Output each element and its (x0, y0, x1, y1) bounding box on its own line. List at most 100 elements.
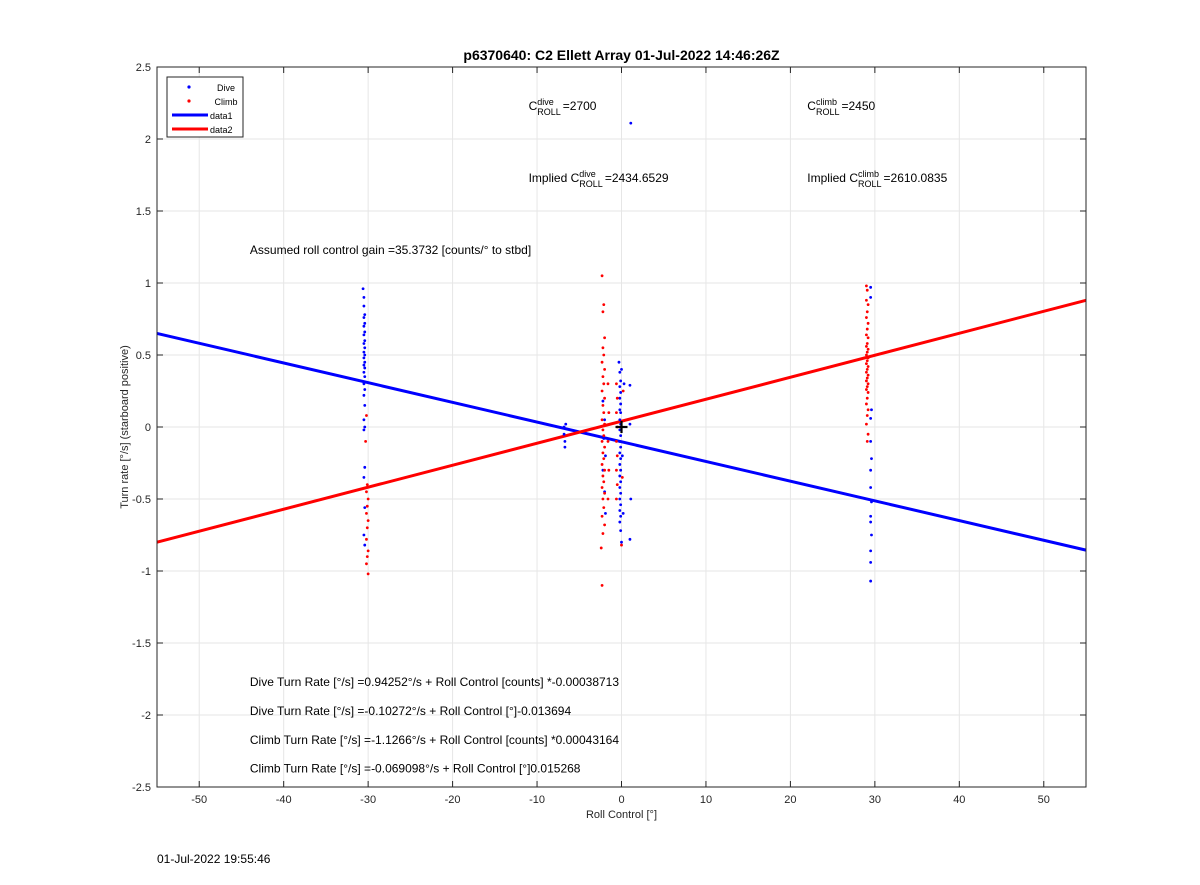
point-dive (363, 339, 367, 342)
y-tick-label: -2 (141, 710, 151, 722)
point-climb (615, 382, 618, 386)
point-dive (619, 514, 623, 518)
point-dive (869, 440, 873, 443)
point-climb (607, 468, 611, 472)
point-climb (365, 526, 369, 530)
point-dive (869, 549, 873, 553)
point-climb (603, 396, 607, 400)
point-climb (601, 451, 605, 455)
point-dive (362, 476, 366, 479)
point-dive (619, 468, 623, 472)
point-climb (600, 514, 604, 518)
point-climb (866, 336, 870, 340)
point-dive (563, 445, 567, 449)
point-climb (865, 359, 869, 363)
point-climb (601, 532, 605, 535)
point-dive (628, 422, 632, 426)
point-dive (619, 379, 623, 383)
point-dive (618, 463, 622, 466)
point-dive (362, 316, 366, 319)
annotation-text: Cdive ROLL =2700 (529, 97, 597, 117)
point-dive (617, 360, 621, 364)
point-dive (620, 540, 623, 544)
point-climb (603, 368, 607, 371)
y-tick-label: 2 (145, 134, 151, 146)
point-dive (869, 468, 873, 472)
point-climb (600, 440, 604, 443)
point-dive (619, 480, 623, 484)
point-dive (362, 418, 366, 422)
point-climb (865, 310, 869, 314)
point-climb (620, 476, 624, 479)
annotation-text: Dive Turn Rate [°/s] =-0.10272°/s + Roll… (250, 704, 572, 718)
point-dive (363, 353, 367, 357)
point-climb (600, 584, 604, 587)
x-tick-label: 50 (1038, 794, 1050, 806)
point-dive (362, 304, 366, 308)
point-dive (564, 422, 568, 426)
point-climb (600, 389, 604, 393)
point-climb (366, 549, 370, 553)
point-climb (365, 562, 368, 566)
point-dive (870, 533, 873, 537)
point-dive (618, 520, 622, 524)
point-climb (365, 504, 369, 508)
annotation-text: Climb Turn Rate [°/s] =-0.069098°/s + Ro… (250, 762, 581, 776)
point-dive (363, 465, 367, 469)
point-climb (615, 440, 618, 443)
point-climb (602, 382, 606, 386)
point-dive (604, 512, 607, 515)
point-dive (619, 434, 623, 438)
point-dive (563, 440, 567, 443)
point-dive (619, 402, 623, 406)
x-tick-label: 0 (618, 794, 624, 806)
fit-line-data1 (156, 331, 1087, 552)
point-climb (865, 414, 869, 417)
point-climb (865, 288, 869, 292)
point-dive (621, 512, 625, 515)
point-climb (599, 546, 603, 550)
point-climb (865, 388, 868, 391)
point-climb (600, 418, 604, 422)
point-climb (865, 396, 869, 400)
point-climb (603, 445, 607, 449)
point-dive (362, 324, 366, 328)
point-dive (619, 503, 623, 507)
point-dive (629, 121, 633, 125)
point-dive (363, 425, 367, 429)
point-dive (362, 350, 366, 354)
point-climb (365, 414, 368, 417)
point-dive (619, 491, 623, 495)
point-dive (618, 451, 622, 455)
point-climb (865, 370, 868, 374)
y-tick-label: -2.5 (132, 782, 151, 794)
point-dive (361, 287, 365, 291)
point-climb (865, 350, 869, 354)
point-climb (602, 506, 606, 510)
point-climb (606, 497, 610, 501)
x-axis-label: Roll Control [°] (586, 809, 657, 821)
point-dive (869, 560, 873, 564)
point-dive (363, 360, 367, 364)
point-dive (628, 537, 632, 541)
point-climb (602, 457, 606, 461)
point-dive (618, 509, 622, 512)
point-climb (601, 346, 605, 350)
point-climb (365, 512, 368, 515)
point-climb (366, 497, 370, 501)
point-dive (362, 333, 366, 337)
point-climb (602, 480, 606, 484)
point-dive (362, 428, 366, 432)
point-climb (601, 404, 605, 407)
x-tick-label: 10 (700, 794, 712, 806)
point-climb (365, 490, 368, 494)
point-climb (866, 303, 870, 306)
point-dive (869, 285, 873, 289)
point-dive (620, 368, 623, 371)
legend-marker (187, 85, 191, 89)
point-climb (865, 327, 869, 331)
footer-timestamp: 01-Jul-2022 19:55:46 (157, 852, 271, 866)
point-climb (601, 310, 605, 314)
point-climb (866, 365, 870, 368)
